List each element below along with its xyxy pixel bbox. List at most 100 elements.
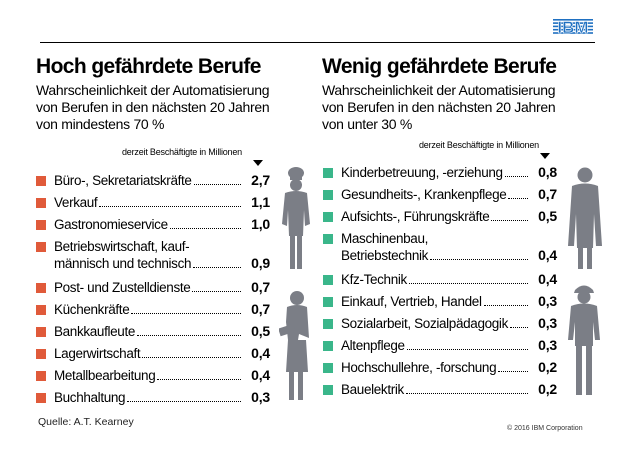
dot-leader	[193, 267, 241, 268]
chef-silhouette-icon	[282, 167, 310, 269]
high-risk-section: Hoch gefährdete Berufe Wahrscheinlichkei…	[36, 54, 306, 133]
occupation-label: Sozialarbeit, Sozialpädagogik	[341, 316, 508, 331]
occupation-label: Kinderbetreuung, -erziehung	[341, 165, 503, 180]
bullet-square-icon	[323, 234, 333, 244]
subtitle-line: Wahrscheinlichkeit der Automatisierung	[322, 82, 556, 98]
list-item: Altenpflege 0,3	[323, 337, 557, 359]
subtitle-line: von unter 30 %	[322, 116, 412, 132]
dot-leader	[498, 371, 528, 372]
employment-value: 0,4	[251, 345, 270, 361]
bullet-square-icon	[36, 220, 46, 230]
list-item: Gesundheits-, Krankenpflege 0,7	[323, 186, 557, 208]
subtitle-line: von Berufen in den nächsten 20 Jahren	[36, 99, 270, 115]
column-arrow-icon	[253, 160, 263, 166]
bullet-square-icon	[323, 190, 333, 200]
dot-leader	[137, 335, 241, 336]
employment-value: 2,7	[251, 172, 270, 188]
occupation-label: männisch und technisch	[54, 256, 192, 271]
employment-value: 1,1	[251, 194, 270, 210]
bullet-square-icon	[323, 341, 333, 351]
list-item: Gastronomieservice 1,0	[36, 216, 270, 238]
list-item: Küchenkräfte 0,7	[36, 301, 270, 323]
employment-value: 0,2	[538, 381, 557, 397]
list-item: Lagerwirtschaft 0,4	[36, 345, 270, 367]
occupation-label: Metallbearbeitung	[54, 368, 156, 383]
dot-leader	[406, 349, 528, 350]
high-risk-title: Hoch gefährdete Berufe	[36, 55, 261, 78]
worker-silhouette-icon	[568, 285, 600, 395]
source-note: Quelle: A.T. Kearney	[38, 416, 134, 428]
dot-leader	[193, 184, 241, 185]
low-risk-section: Wenig gefährdete Berufe Wahrscheinlichke…	[322, 54, 602, 133]
bullet-square-icon	[323, 168, 333, 178]
waiter-silhouette-icon	[279, 291, 309, 400]
low-risk-column-header: derzeit Beschäftigte in Millionen	[419, 140, 539, 150]
dot-leader	[408, 283, 528, 284]
dot-leader	[508, 198, 528, 199]
bullet-square-icon	[36, 349, 46, 359]
occupation-label: Verkauf	[54, 195, 98, 210]
employment-value: 0,7	[251, 301, 270, 317]
list-item: Metallbearbeitung 0,4	[36, 367, 270, 389]
employment-value: 0,3	[251, 389, 270, 405]
employment-value: 0,4	[251, 367, 270, 383]
high-risk-column-header: derzeit Beschäftigte in Millionen	[122, 147, 242, 157]
occupation-label: Einkauf, Vertrieb, Handel	[341, 294, 482, 309]
bullet-square-icon	[36, 393, 46, 403]
copyright-note: © 2016 IBM Corporation	[507, 425, 583, 432]
bullet-square-icon	[323, 319, 333, 329]
column-arrow-icon	[540, 153, 550, 159]
dot-leader	[405, 393, 528, 394]
subtitle-line: von mindestens 70 %	[36, 116, 165, 132]
bullet-square-icon	[36, 242, 46, 252]
occupation-label: Betriebstechnik	[341, 248, 429, 263]
employment-value: 0,5	[251, 323, 270, 339]
subtitle-line: von Berufen in den nächsten 20 Jahren	[322, 99, 556, 115]
employment-value: 0,3	[538, 337, 557, 353]
bullet-square-icon	[36, 305, 46, 315]
occupation-label: Kfz-Technik	[341, 272, 407, 287]
list-item: Maschinenbau, Betriebstechnik 0,4	[323, 230, 557, 271]
header-rule	[40, 42, 595, 43]
dot-leader	[169, 228, 241, 229]
dot-leader	[142, 357, 241, 358]
bullet-square-icon	[323, 297, 333, 307]
occupation-label: Hochschullehre, -forschung	[341, 360, 497, 375]
employment-value: 0,8	[538, 164, 557, 180]
occupation-label: Lagerwirtschaft	[54, 346, 141, 361]
employment-value: 1,0	[251, 216, 270, 232]
employment-value: 0,9	[251, 255, 270, 271]
dot-leader	[192, 291, 241, 292]
low-risk-title: Wenig gefährdete Berufe	[322, 55, 557, 78]
list-item: Aufsichts-, Führungskräfte 0,5	[323, 208, 557, 230]
list-item: Betriebswirtschaft, kauf-männisch und te…	[36, 238, 270, 279]
low-risk-subtitle: Wahrscheinlichkeit der Automatisierung v…	[322, 82, 602, 133]
list-item: Kinderbetreuung, -erziehung 0,8	[323, 164, 557, 186]
bullet-square-icon	[323, 275, 333, 285]
list-item: Kfz-Technik 0,4	[323, 271, 557, 293]
occupation-label: Post- und Zustelldienste	[54, 280, 191, 295]
list-item: Büro-, Sekretariatskräfte 2,7	[36, 172, 270, 194]
ibm-logo-icon: IBM	[553, 18, 593, 36]
dot-leader	[483, 305, 528, 306]
list-item: Bauelektrik 0,2	[323, 381, 557, 403]
occupation-label: Betriebswirtschaft, kauf-	[54, 239, 190, 254]
list-item: Bankkaufleute 0,5	[36, 323, 270, 345]
occupation-label: Aufsichts-, Führungskräfte	[341, 209, 490, 224]
bullet-square-icon	[36, 283, 46, 293]
high-risk-subtitle: Wahrscheinlichkeit der Automatisierung v…	[36, 82, 306, 133]
employment-value: 0,5	[538, 208, 557, 224]
bullet-square-icon	[323, 212, 333, 222]
employment-value: 0,7	[538, 186, 557, 202]
dot-leader	[430, 259, 528, 260]
bullet-square-icon	[36, 198, 46, 208]
list-item: Post- und Zustelldienste 0,7	[36, 279, 270, 301]
employment-value: 0,4	[538, 271, 557, 287]
dot-leader	[504, 176, 528, 177]
occupation-label: Buchhaltung	[54, 390, 126, 405]
list-item: Verkauf 1,1	[36, 194, 270, 216]
occupation-label: Küchenkräfte	[54, 302, 130, 317]
occupation-label: Maschinenbau,	[341, 231, 429, 246]
dot-leader	[131, 313, 241, 314]
list-item: Buchhaltung 0,3	[36, 389, 270, 411]
